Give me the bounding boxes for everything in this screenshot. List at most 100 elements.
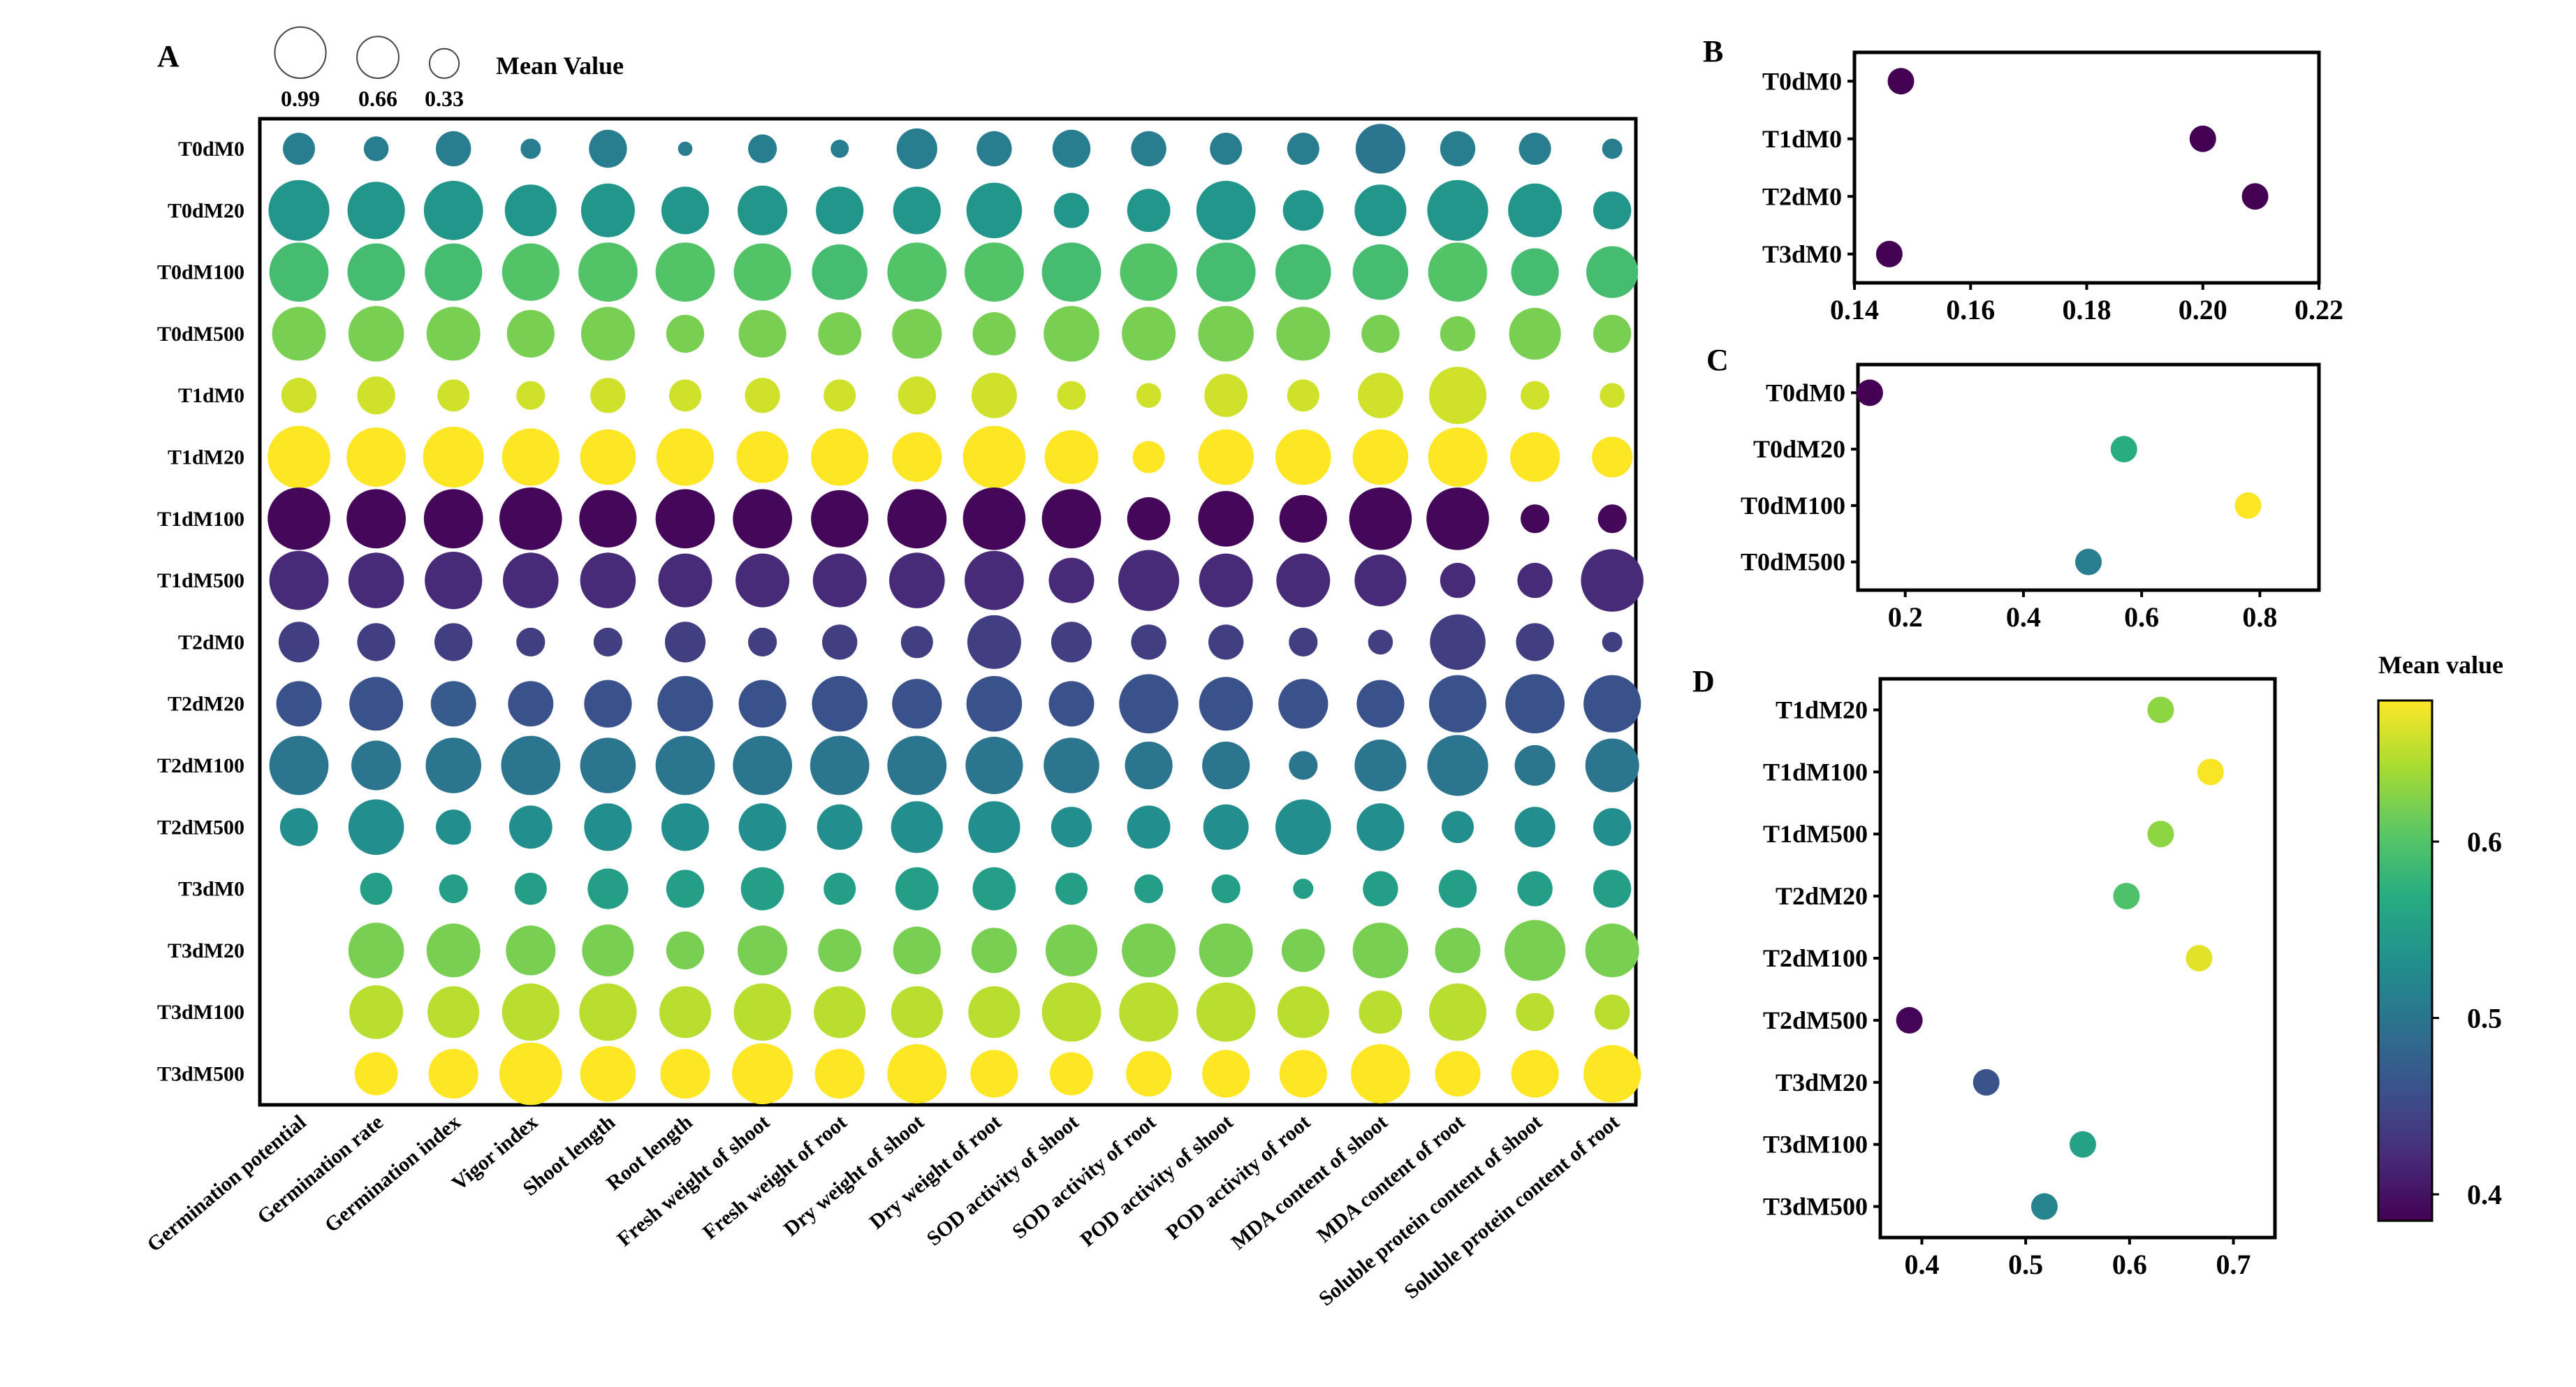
panel-c-frame bbox=[1856, 362, 2321, 592]
column-label: SOD activity of root bbox=[1008, 1110, 1160, 1243]
bubble bbox=[579, 490, 637, 548]
bubble bbox=[733, 983, 791, 1041]
bubble bbox=[1287, 133, 1319, 165]
size-legend-title: Mean Value bbox=[496, 52, 624, 80]
panel-c-plot: T0dM0 T0dM20 T0dM100 T0dM500 0.2 0.4 0.6 0.8 bbox=[1741, 379, 2277, 633]
bubble bbox=[269, 550, 329, 610]
bubble bbox=[1057, 381, 1086, 410]
bubble bbox=[426, 307, 481, 361]
bubble bbox=[1199, 553, 1253, 608]
bubble bbox=[1440, 131, 1476, 167]
column-label: Dry weight of shoot bbox=[780, 1110, 928, 1241]
bubble bbox=[1593, 191, 1632, 230]
bubble bbox=[1198, 306, 1254, 362]
panel-b-x-tick-label: 0.16 bbox=[1946, 294, 1995, 325]
bubble bbox=[1289, 751, 1318, 780]
size-legend-circle-0.33 bbox=[428, 47, 460, 79]
bubble bbox=[812, 553, 867, 608]
bubble bbox=[1275, 244, 1331, 300]
bubble bbox=[887, 489, 947, 549]
bubble bbox=[1352, 923, 1409, 978]
panel-c: C T0dM0 T0dM20 T0dM100 T0dM500 0.2 0.4 0.6 0.8 bbox=[1706, 343, 2321, 633]
bubble bbox=[347, 182, 405, 240]
bubble bbox=[1508, 183, 1563, 237]
bubble bbox=[1276, 553, 1331, 608]
bubble bbox=[348, 552, 404, 608]
panel-d-row-label: T3dM20 bbox=[1776, 1069, 1868, 1096]
bubble bbox=[1279, 494, 1327, 543]
bubble bbox=[966, 182, 1023, 239]
bubble bbox=[425, 552, 483, 610]
colorbar-gradient bbox=[2377, 699, 2434, 1222]
panel-d-x-tick-label: 0.6 bbox=[2112, 1249, 2147, 1280]
bubble bbox=[1055, 872, 1088, 905]
row-label: T1dM500 bbox=[157, 569, 244, 592]
bubble bbox=[1349, 487, 1412, 550]
bubble bbox=[1202, 741, 1250, 790]
bubble bbox=[1275, 429, 1331, 485]
panel-c-point bbox=[2234, 492, 2262, 519]
panel-d-row-label: T3dM500 bbox=[1763, 1193, 1868, 1221]
bubble bbox=[824, 379, 856, 412]
bubble-grid bbox=[268, 124, 1644, 1106]
panel-b-x-tick-label: 0.22 bbox=[2295, 294, 2343, 325]
panel-b-row-label: T1dM0 bbox=[1762, 125, 1842, 153]
bubble bbox=[830, 140, 849, 158]
bubble bbox=[1127, 189, 1171, 233]
panel-d-point bbox=[2197, 758, 2224, 786]
bubble bbox=[520, 138, 541, 159]
bubble bbox=[1597, 504, 1627, 534]
bubble bbox=[1516, 623, 1554, 661]
bubble bbox=[506, 309, 555, 358]
row-label: T3dM20 bbox=[168, 939, 244, 962]
bubble bbox=[348, 799, 404, 856]
bubble bbox=[1426, 487, 1489, 550]
column-label: Germination rate bbox=[253, 1110, 388, 1228]
bubble bbox=[1428, 427, 1488, 487]
bubble bbox=[1438, 869, 1477, 908]
bubble bbox=[666, 931, 705, 970]
bubble bbox=[1600, 383, 1625, 408]
bubble bbox=[1278, 679, 1329, 729]
bubble bbox=[428, 1048, 478, 1099]
panel-c-point bbox=[1856, 379, 1883, 406]
bubble bbox=[656, 428, 715, 486]
panel-d-row-label: T1dM500 bbox=[1763, 820, 1868, 848]
bubble bbox=[1363, 871, 1398, 907]
bubble bbox=[1355, 124, 1405, 174]
bubble bbox=[669, 379, 701, 412]
bubble bbox=[1585, 738, 1639, 793]
bubble bbox=[1051, 807, 1092, 848]
bubble bbox=[678, 141, 693, 156]
bubble bbox=[738, 680, 786, 728]
bubble bbox=[1517, 562, 1553, 599]
panel-d-x-tick-label: 0.5 bbox=[2008, 1249, 2043, 1280]
panel-d-point bbox=[2147, 821, 2174, 848]
panel-c-row-label: T0dM20 bbox=[1753, 435, 1845, 463]
bubble bbox=[1120, 243, 1178, 301]
bubble bbox=[1440, 316, 1476, 352]
bubble bbox=[817, 804, 863, 850]
bubble bbox=[1359, 990, 1403, 1034]
bubble bbox=[1354, 184, 1407, 237]
bubble bbox=[501, 735, 561, 795]
bubble bbox=[892, 679, 942, 729]
bubble bbox=[1199, 677, 1253, 731]
panel-b-plot: T0dM0 T1dM0 T2dM0 T3dM0 0.14 0.16 0.18 0.20 0.22 bbox=[1762, 67, 2343, 325]
bubble bbox=[516, 381, 546, 410]
bubble bbox=[423, 426, 484, 488]
bubble bbox=[738, 185, 788, 235]
bubble bbox=[593, 627, 623, 657]
row-label: T2dM100 bbox=[157, 754, 244, 777]
panel-b-point bbox=[2189, 125, 2216, 152]
column-label: POD activity of shoot bbox=[1076, 1110, 1237, 1251]
bubble bbox=[502, 243, 559, 301]
panel-c-row-label: T0dM500 bbox=[1741, 548, 1845, 576]
bubble bbox=[1521, 381, 1550, 410]
column-label: Germination index bbox=[321, 1110, 465, 1237]
panel-d-point bbox=[1896, 1006, 1923, 1034]
panel-d-label: D bbox=[1692, 664, 1715, 698]
bubble bbox=[1053, 193, 1090, 228]
bubble bbox=[268, 425, 330, 489]
bubble bbox=[1289, 627, 1318, 657]
